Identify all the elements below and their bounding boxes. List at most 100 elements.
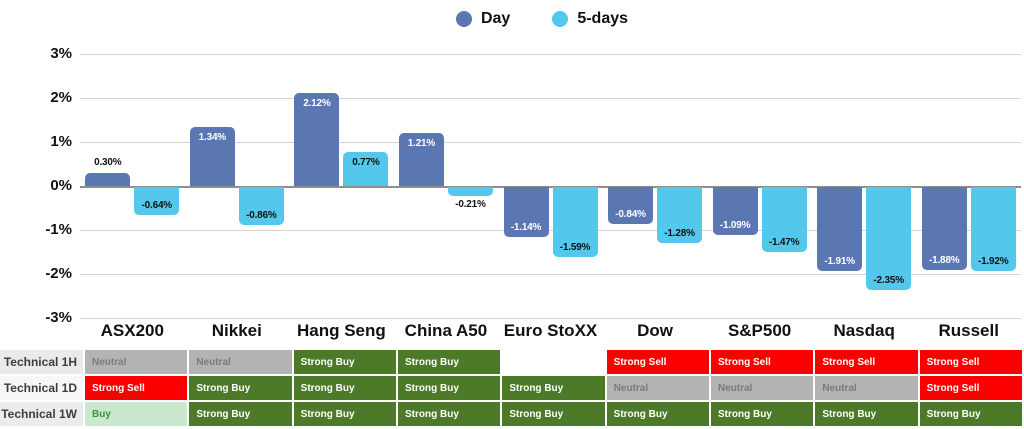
signal-cell: Neutral — [606, 376, 709, 400]
signal-cell: Strong Buy — [398, 376, 501, 400]
signal-cell: Strong Buy — [502, 402, 605, 426]
bar-value-label: 1.34% — [198, 132, 227, 144]
x-axis-category-hang-seng: Hang Seng — [296, 321, 386, 340]
bar-chart: 3% 2% 1% 0% -1% -2% -3% 0.30% 1.34% 2.12% 1.21% -1… — [45, 45, 1021, 340]
legend-item-5-days: 5-days — [552, 10, 628, 28]
signal-cell: Strong Buy — [502, 376, 605, 400]
signal-cell: Strong Buy — [398, 402, 501, 426]
bar-5-days-nasdaq — [866, 187, 912, 291]
bar-day-china-a50 — [398, 132, 444, 186]
bar-value-label: -1.47% — [768, 236, 800, 248]
bar-day-nasdaq — [817, 187, 863, 272]
bar-5-days-s&p500 — [761, 187, 807, 252]
gridline — [80, 54, 1021, 55]
signal-cell: Strong Sell — [85, 376, 188, 400]
x-axis-category-nikkei: Nikkei — [211, 321, 262, 340]
bar-5-days-russell — [970, 187, 1016, 272]
gridline — [80, 274, 1021, 275]
bar-value-label: 1.21% — [407, 137, 436, 149]
bar-value-label: -0.64% — [141, 200, 173, 212]
bar-day-russell — [921, 187, 967, 270]
chart-legend: Day 5-days — [30, 10, 1024, 28]
bar-day-euro-stoxx — [503, 187, 549, 238]
gridline — [80, 318, 1021, 319]
gridline — [80, 142, 1021, 143]
bar-value-label: -0.86% — [246, 209, 277, 221]
signal-cell: Strong Sell — [919, 350, 1022, 374]
signal-cell: Strong Buy — [398, 350, 501, 374]
signal-cell: Strong Buy — [189, 402, 292, 426]
zero-gridline — [80, 186, 1021, 188]
signal-cell: Strong Buy — [919, 402, 1022, 426]
bar-day-asx200 — [85, 172, 131, 186]
bar-value-label: 2.12% — [303, 97, 331, 109]
bar-day-nikkei — [189, 127, 235, 186]
bar-5-days-china-a50 — [447, 187, 493, 197]
x-axis-category-dow: Dow — [637, 321, 673, 340]
bar-value-label: -1.09% — [719, 219, 751, 231]
bar-value-label: 0.77% — [352, 157, 380, 169]
bar-value-label: -1.91% — [824, 256, 855, 268]
signal-cell: Strong Sell — [919, 376, 1022, 400]
bar-day-dow — [608, 187, 654, 224]
bar-value-label: -2.35% — [873, 275, 904, 287]
y-axis-tick-label: 2% — [50, 89, 72, 106]
bar-value-label: -0.84% — [615, 208, 646, 220]
x-axis-category-euro-stoxx: Euro StoXX — [503, 321, 598, 340]
signal-cell: Strong Buy — [711, 402, 814, 426]
signal-cell: Strong Buy — [293, 376, 396, 400]
gridline — [80, 98, 1021, 99]
bar-value-label: -1.14% — [510, 222, 542, 234]
signal-cell: Strong Buy — [189, 376, 292, 400]
signal-cell: Strong Buy — [606, 402, 709, 426]
y-axis-tick-label: 3% — [50, 45, 72, 62]
y-axis-tick-label: 1% — [50, 133, 72, 150]
signal-cell: Neutral — [189, 350, 292, 374]
plot-area: 0.30% 1.34% 2.12% 1.21% -1.14% -0.84% -1.09% -1… — [80, 54, 1021, 319]
bar-value-label: -0.21% — [455, 199, 486, 211]
bar-5-days-hang-seng — [343, 152, 389, 186]
bar-5-days-euro-stoxx — [552, 187, 598, 257]
signal-cell: Strong Sell — [815, 350, 918, 374]
signal-cell: Strong Buy — [815, 402, 918, 426]
y-axis-tick-label: -3% — [45, 309, 72, 326]
bar-value-label: -1.92% — [977, 256, 1009, 268]
legend-label: 5-days — [577, 10, 629, 27]
x-axis-category-asx200: ASX200 — [100, 321, 164, 340]
bar-value-label: -1.88% — [928, 254, 960, 266]
bar-day-s&p500 — [712, 187, 758, 235]
signal-cell: Buy — [85, 402, 188, 426]
bar-value-label: 0.30% — [94, 156, 122, 168]
signal-cell: Strong Sell — [711, 350, 814, 374]
signal-cell: Strong Buy — [293, 350, 396, 374]
legend-item-day: Day — [455, 10, 511, 28]
bar-5-days-dow — [657, 187, 703, 244]
y-axis-tick-label: -2% — [45, 265, 72, 282]
x-axis-category-china-a50: China A50 — [404, 321, 488, 340]
signal-cell: Neutral — [85, 350, 188, 374]
signal-cell: Neutral — [815, 376, 918, 400]
bar-5-days-asx200 — [134, 187, 180, 216]
bar-5-days-nikkei — [238, 187, 284, 225]
bar-value-label: -1.28% — [664, 228, 695, 240]
x-axis-category-russell: Russell — [938, 321, 999, 340]
y-axis-tick-label: -1% — [45, 221, 72, 238]
signal-cell: Neutral — [711, 376, 814, 400]
x-axis-category-s&p500: S&P500 — [727, 321, 792, 340]
bar-value-label: -1.59% — [559, 241, 591, 253]
legend-swatch-icon — [552, 11, 569, 27]
signal-cell — [502, 350, 605, 374]
signal-cell: Strong Sell — [606, 350, 709, 374]
table-row-label: Technical 1W — [0, 402, 83, 426]
table-row-label: Technical 1D — [0, 376, 83, 400]
legend-swatch-icon — [455, 11, 472, 27]
x-axis-category-nasdaq: Nasdaq — [833, 321, 895, 340]
table-row-label: Technical 1H — [0, 350, 83, 374]
bar-day-hang-seng — [294, 92, 340, 186]
gridline — [80, 230, 1021, 231]
legend-label: Day — [480, 10, 511, 27]
signal-cell: Strong Buy — [293, 402, 396, 426]
y-axis-tick-label: 0% — [50, 177, 72, 194]
technical-signals-table: Technical 1H Neutral Neutral Strong Buy Stro… — [0, 350, 1022, 426]
